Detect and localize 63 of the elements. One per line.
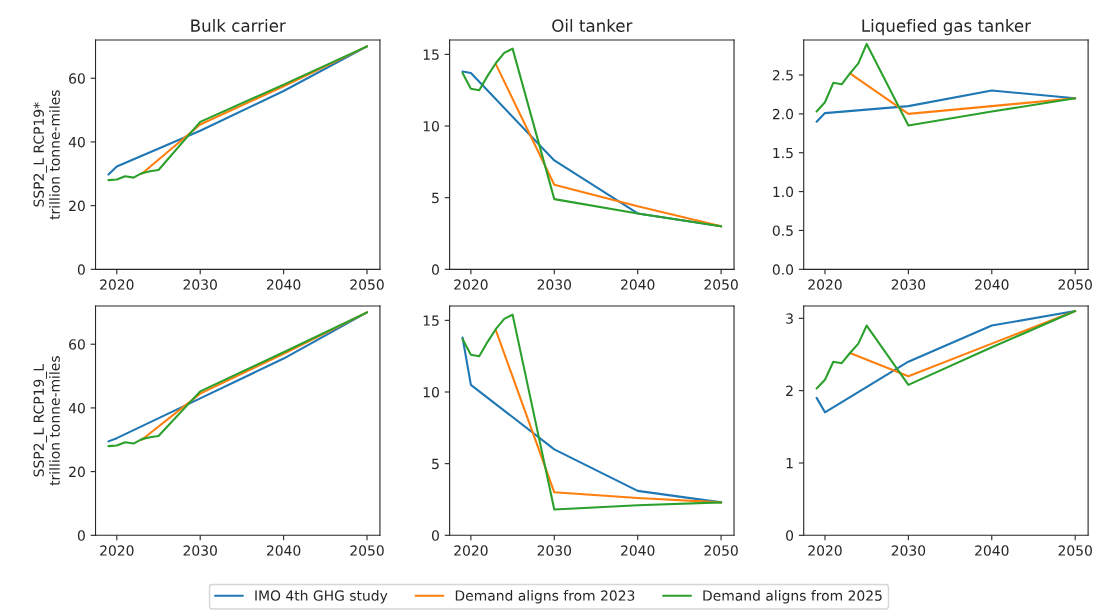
y-tick-label: 40 [68, 136, 85, 148]
x-tick-label: 2030 [183, 279, 217, 290]
x-tick-label: 2020 [100, 279, 134, 290]
y-tick-label: 1.5 [773, 147, 793, 159]
chart-title: Bulk carrier [191, 19, 286, 32]
line-series [848, 72, 1077, 115]
y-tick-label: 60 [69, 339, 85, 350]
chart-title: Liquefied gas tanker [862, 19, 1031, 36]
y-tick-label: 0 [786, 530, 794, 541]
y-tick-label: 15 [423, 315, 439, 326]
x-tick-label: 2020 [100, 545, 134, 556]
y-tick-label: 0 [431, 530, 439, 541]
x-tick-label: 2040 [621, 279, 655, 290]
y-tick-label: 2.0 [772, 108, 794, 120]
x-tick-label: 2040 [266, 279, 301, 290]
y-tick-label: 0.5 [772, 225, 793, 236]
y-tick-label: 40 [68, 402, 85, 414]
x-tick-label: 2020 [454, 279, 488, 290]
line-series [815, 42, 1077, 127]
x-tick-label: 2030 [891, 545, 926, 556]
y-tick-label: 1 [786, 458, 793, 469]
line-series [461, 313, 723, 511]
x-tick-label: 2050 [350, 279, 384, 290]
x-tick-label: 2020 [454, 545, 488, 556]
x-tick-label: 2050 [1058, 279, 1092, 290]
y-tick-label: 5 [432, 192, 439, 204]
x-tick-label: 2050 [704, 279, 738, 290]
x-tick-label: 2050 [350, 545, 384, 556]
line-series [815, 310, 1077, 390]
legend-label: Demand aligns from 2023 [455, 590, 635, 604]
y-axis-title: SSP2_L RCP19_L trillion tonne-miles [33, 356, 60, 486]
legend-label: Demand aligns from 2025 [703, 590, 882, 604]
y-tick-label: 20 [69, 466, 85, 478]
y-tick-label: 10 [423, 386, 439, 398]
y-tick-label: 3 [786, 313, 793, 324]
x-tick-label: 2040 [975, 279, 1009, 290]
x-tick-label: 2030 [537, 545, 572, 556]
y-tick-label: 2 [786, 385, 793, 396]
x-tick-label: 2020 [808, 545, 842, 556]
y-tick-label: 5 [432, 458, 439, 470]
x-tick-label: 2050 [704, 545, 738, 556]
y-axis-title: SSP2_L RCP19* trillion tonne-miles [33, 90, 60, 220]
legend-label: IMO 4th GHG study [255, 590, 388, 604]
x-tick-label: 2030 [537, 279, 572, 290]
chart-title: Oil tanker [552, 19, 633, 32]
y-tick-label: 0 [77, 530, 85, 541]
y-tick-label: 15 [423, 49, 439, 60]
y-tick-label: 60 [69, 73, 85, 84]
x-tick-label: 2030 [891, 279, 926, 290]
y-tick-label: 0 [77, 264, 85, 275]
line-series [815, 310, 1077, 414]
x-tick-label: 2040 [621, 545, 655, 556]
y-tick-label: 1.0 [773, 186, 794, 198]
y-tick-label: 2.5 [772, 69, 793, 81]
y-tick-label: 0.0 [772, 264, 794, 275]
y-tick-label: 20 [69, 200, 85, 212]
y-tick-label: 10 [423, 120, 439, 132]
x-tick-label: 2030 [183, 545, 217, 556]
y-tick-label: 0 [431, 264, 439, 275]
x-tick-label: 2050 [1058, 545, 1092, 556]
x-tick-label: 2040 [975, 545, 1009, 556]
x-tick-label: 2020 [808, 279, 842, 290]
x-tick-label: 2040 [266, 545, 301, 556]
